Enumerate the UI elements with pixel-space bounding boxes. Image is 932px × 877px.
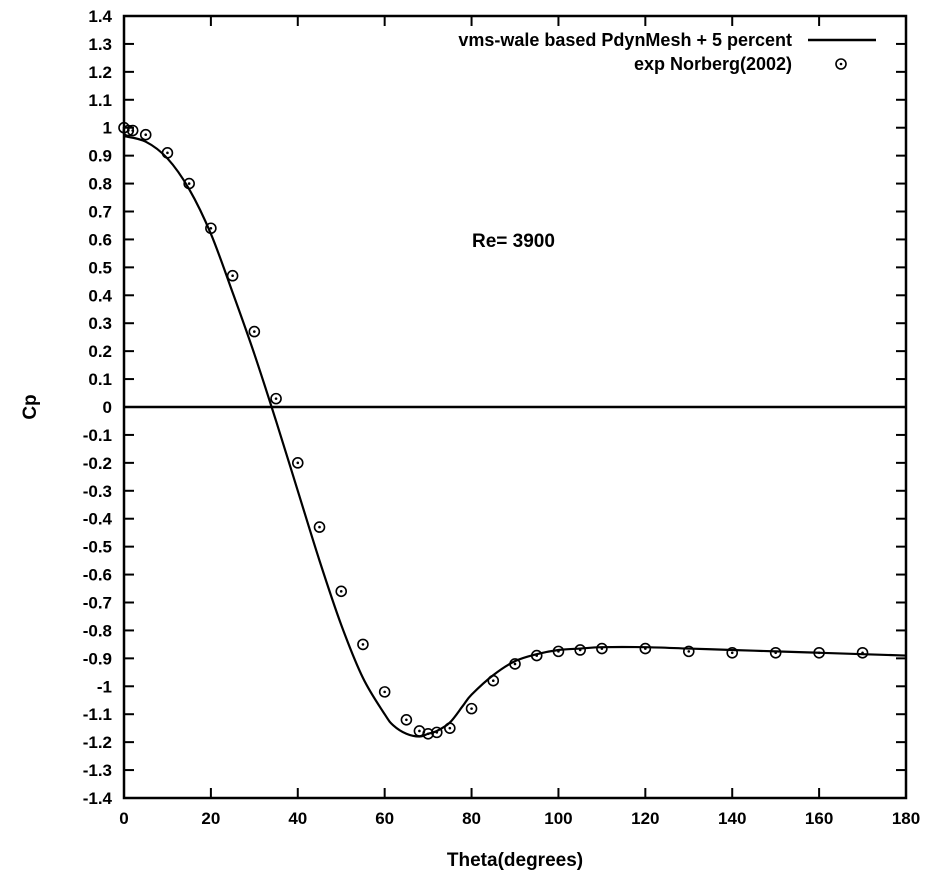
data-point — [357, 638, 369, 651]
y-tick-label: 0.2 — [88, 342, 112, 361]
y-tick-label: 1.2 — [88, 63, 112, 82]
data-point — [161, 147, 174, 159]
data-point — [726, 646, 739, 659]
y-tick-label: 1.3 — [88, 35, 112, 54]
data-point — [465, 702, 478, 715]
y-tick-label: 1 — [103, 119, 112, 138]
y-tick-label: -0.1 — [83, 426, 112, 445]
data-point — [270, 392, 282, 405]
y-tick-label: -1.3 — [83, 761, 112, 780]
data-point — [335, 585, 348, 598]
y-tick-label: 0.8 — [88, 175, 112, 194]
x-tick-label: 0 — [119, 809, 128, 828]
data-point — [856, 646, 869, 659]
legend-label-line: vms-wale based PdynMesh + 5 percent — [458, 30, 792, 50]
data-point — [487, 674, 500, 687]
y-tick-label: -0.6 — [83, 566, 112, 585]
data-point — [444, 722, 456, 734]
data-point — [530, 649, 543, 662]
data-point — [205, 222, 217, 235]
reynolds-annotation: Re= 3900 — [472, 231, 555, 252]
y-tick-label: -1 — [97, 677, 112, 696]
data-point — [769, 646, 782, 659]
data-point — [126, 124, 139, 137]
data-point — [509, 658, 521, 670]
data-point — [291, 457, 304, 469]
y-tick-label: 0.1 — [88, 370, 112, 389]
y-tick-label: -0.5 — [83, 538, 112, 557]
series-line-vms-wale — [123, 135, 907, 738]
y-tick-label: -0.9 — [83, 649, 112, 668]
y-tick-label: 0 — [103, 398, 112, 417]
data-point — [682, 645, 695, 658]
data-point — [378, 686, 391, 698]
y-tick-label: 0.5 — [88, 258, 112, 277]
y-tick-label: -0.7 — [83, 594, 112, 613]
data-point — [139, 128, 152, 141]
x-tick-label: 120 — [631, 809, 659, 828]
y-axis-label: Cp — [20, 394, 41, 419]
data-point — [430, 726, 443, 739]
y-tick-label: 0.7 — [88, 203, 112, 222]
y-tick-label: 1.4 — [88, 7, 112, 26]
y-tick-label: -0.4 — [83, 510, 113, 529]
data-point — [226, 269, 239, 282]
x-tick-label: 100 — [544, 809, 572, 828]
data-point — [313, 521, 326, 533]
legend-label-points: exp Norberg(2002) — [634, 54, 792, 74]
data-point — [639, 642, 652, 655]
y-tick-label: -0.3 — [83, 482, 112, 501]
y-tick-label: -1.2 — [83, 733, 112, 752]
y-tick-label: -0.8 — [83, 621, 112, 640]
y-tick-label: -0.2 — [83, 454, 112, 473]
y-tick-label: 0.4 — [88, 286, 112, 305]
y-tick-label: -1.4 — [83, 789, 113, 808]
x-tick-label: 20 — [201, 809, 220, 828]
y-tick-label: -1.1 — [83, 705, 112, 724]
legend-swatch-points — [835, 58, 847, 70]
x-tick-label: 40 — [288, 809, 307, 828]
data-point — [422, 727, 434, 740]
x-tick-label: 160 — [805, 809, 833, 828]
x-axis: 0 20 40 60 80 100 120 140 160 180 — [119, 16, 920, 828]
x-tick-label: 180 — [892, 809, 920, 828]
y-tick-label: 0.9 — [88, 147, 112, 166]
data-point — [552, 645, 565, 658]
y-tick-label: 0.6 — [88, 230, 112, 249]
x-tick-label: 80 — [462, 809, 481, 828]
x-tick-label: 60 — [375, 809, 394, 828]
data-point — [400, 713, 413, 726]
x-tick-label: 140 — [718, 809, 746, 828]
data-point — [813, 646, 825, 659]
data-point — [596, 642, 608, 655]
x-axis-label: Theta(degrees) — [447, 850, 583, 871]
data-point — [248, 325, 261, 338]
data-point — [183, 177, 195, 190]
data-point — [574, 644, 586, 656]
y-tick-label: 1.1 — [88, 91, 112, 110]
series-points-norberg — [118, 121, 869, 740]
y-axis: 1.4 1.3 1.2 1.1 1 0.9 0.8 0.7 0.6 0.5 0.4 0.3 0.2 0.1… — [83, 7, 906, 808]
y-tick-label: 0.3 — [88, 314, 112, 333]
